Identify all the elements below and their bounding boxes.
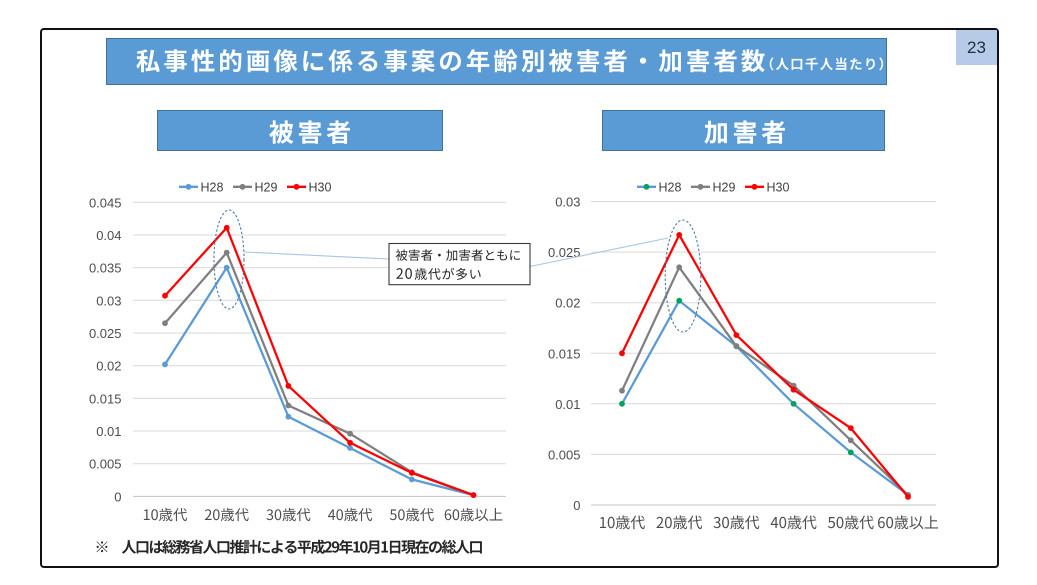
svg-text:0.005: 0.005	[89, 457, 122, 472]
svg-text:0.025: 0.025	[89, 326, 122, 341]
svg-text:0.03: 0.03	[96, 293, 121, 308]
svg-text:H29: H29	[713, 180, 736, 194]
svg-text:0.025: 0.025	[548, 245, 581, 260]
svg-text:0.02: 0.02	[96, 359, 121, 374]
svg-text:0.045: 0.045	[89, 195, 122, 210]
svg-text:0: 0	[573, 498, 580, 513]
svg-text:H28: H28	[659, 180, 682, 194]
svg-text:0.01: 0.01	[555, 397, 580, 412]
svg-text:0.015: 0.015	[89, 391, 122, 406]
svg-text:0.035: 0.035	[89, 261, 122, 276]
svg-text:0.015: 0.015	[548, 346, 581, 361]
svg-text:H28: H28	[201, 180, 224, 194]
svg-text:0.005: 0.005	[548, 447, 581, 462]
svg-text:H30: H30	[309, 180, 332, 194]
svg-text:H29: H29	[255, 180, 278, 194]
svg-text:0.04: 0.04	[96, 228, 121, 243]
svg-text:0.02: 0.02	[555, 296, 580, 311]
svg-text:0.03: 0.03	[555, 195, 580, 210]
svg-text:0: 0	[114, 489, 121, 504]
svg-text:0.01: 0.01	[96, 424, 121, 439]
svg-text:H30: H30	[767, 180, 790, 194]
